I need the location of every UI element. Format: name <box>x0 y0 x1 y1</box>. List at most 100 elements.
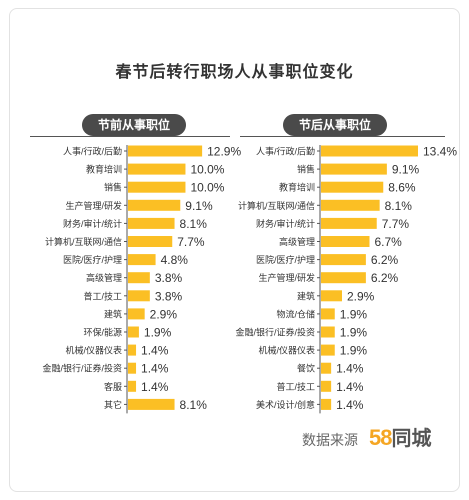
right-category-label: 教育培训 <box>279 182 315 193</box>
left-category-label: 计算机/互联网/通信 <box>45 236 122 247</box>
left-bar <box>128 163 186 175</box>
logo-text: 同城 <box>391 428 432 450</box>
left-bar <box>128 290 150 302</box>
right-bar <box>321 181 384 193</box>
right-value-label: 6.2% <box>371 271 399 285</box>
infographic-card <box>9 8 460 492</box>
right-category-label: 销售 <box>297 164 315 175</box>
right-value-label: 2.9% <box>347 289 375 303</box>
right-value-label: 1.4% <box>336 398 364 412</box>
right-category-label: 普工/技工 <box>276 381 315 392</box>
right-bar <box>321 380 332 392</box>
right-value-label: 1.4% <box>336 380 364 394</box>
right-value-label: 13.4% <box>423 145 457 159</box>
left-title-rule <box>30 136 230 137</box>
left-category-label: 财务/审计/统计 <box>63 218 122 229</box>
right-value-label: 8.1% <box>385 199 413 213</box>
left-bar <box>128 308 145 320</box>
right-bar <box>321 308 335 320</box>
left-bar <box>128 145 203 157</box>
right-bar <box>321 290 342 302</box>
right-category-label: 机械/仪器仪表 <box>258 345 315 356</box>
left-value-label: 8.1% <box>180 398 208 412</box>
left-value-label: 1.9% <box>144 326 172 340</box>
right-value-label: 1.4% <box>336 362 364 376</box>
left-category-label: 客服 <box>104 381 122 392</box>
left-category-label: 建筑 <box>104 308 122 319</box>
left-category-label: 生产管理/研发 <box>65 200 122 211</box>
right-category-label: 计算机/互联网/通信 <box>238 200 315 211</box>
right-category-label: 美术/设计/创意 <box>256 399 315 410</box>
left-bar <box>128 326 139 338</box>
left-bar <box>128 344 137 356</box>
right-value-label: 8.6% <box>388 181 416 195</box>
right-bar <box>321 326 335 338</box>
right-category-label: 高级管理 <box>279 236 315 247</box>
left-bar <box>128 362 137 374</box>
logo-number: 58 <box>369 425 393 450</box>
left-value-label: 1.4% <box>141 380 169 394</box>
right-bar <box>321 362 332 374</box>
right-value-label: 6.7% <box>375 235 403 249</box>
right-category-label: 物流/仓储 <box>276 308 315 319</box>
right-bar <box>321 217 377 229</box>
left-value-label: 3.8% <box>155 271 183 285</box>
right-value-label: 6.2% <box>371 253 399 267</box>
left-bar <box>128 272 150 284</box>
right-bar <box>321 145 418 157</box>
left-category-label: 教育培训 <box>86 164 122 175</box>
left-value-label: 2.9% <box>150 307 178 321</box>
left-bar <box>128 199 181 211</box>
left-value-label: 12.9% <box>207 145 241 159</box>
page-title: 春节后转行职场人从事职位变化 <box>115 64 354 81</box>
right-bar <box>321 236 370 247</box>
left-value-label: 7.7% <box>177 235 205 249</box>
right-category-label: 财务/审计/统计 <box>256 218 315 229</box>
right-value-label: 7.7% <box>382 217 410 231</box>
left-value-label: 8.1% <box>180 217 208 231</box>
right-bar <box>321 272 366 284</box>
left-category-label: 高级管理 <box>86 272 122 283</box>
left-category-label: 销售 <box>104 182 122 193</box>
left-category-label: 其它 <box>104 399 122 410</box>
right-bar <box>321 344 335 356</box>
left-value-label: 9.1% <box>185 199 213 213</box>
right-value-label: 9.1% <box>392 163 420 177</box>
right-bar <box>321 199 380 211</box>
right-value-label: 1.9% <box>340 326 368 340</box>
source-label: 数据来源 <box>302 432 358 448</box>
left-bar <box>128 236 173 247</box>
right-bar <box>321 398 332 410</box>
left-category-label: 环保/能源 <box>83 327 122 338</box>
left-bar <box>128 254 156 266</box>
right-category-label: 金融/银行/证券/投资 <box>235 327 315 338</box>
right-value-label: 1.9% <box>340 344 368 358</box>
right-category-label: 医院/医疗/护理 <box>256 254 315 265</box>
right-bar <box>321 254 366 266</box>
left-category-label: 普工/技工 <box>83 290 122 301</box>
right-category-label: 生产管理/研发 <box>258 272 315 283</box>
left-value-label: 3.8% <box>155 289 183 303</box>
left-bar <box>128 398 175 410</box>
left-category-label: 机械/仪器仪表 <box>65 345 122 356</box>
logo-58-tongcheng: 58同城 <box>369 425 432 451</box>
left-value-label: 4.8% <box>161 253 189 267</box>
right-panel-title: 节后从事职位 <box>283 114 387 136</box>
right-bar <box>321 163 387 175</box>
left-bar <box>128 181 186 193</box>
right-title-rule <box>240 136 445 137</box>
left-panel-title: 节前从事职位 <box>82 114 186 136</box>
left-category-label: 金融/银行/证券/投资 <box>42 363 122 374</box>
right-value-label: 1.9% <box>340 307 368 321</box>
right-category-label: 餐饮 <box>297 363 315 374</box>
left-bar <box>128 380 137 392</box>
left-value-label: 10.0% <box>190 163 224 177</box>
left-value-label: 1.4% <box>141 362 169 376</box>
left-bar <box>128 217 175 229</box>
left-value-label: 10.0% <box>190 181 224 195</box>
left-category-label: 医院/医疗/护理 <box>63 254 122 265</box>
right-category-label: 人事/行政/后勤 <box>256 146 315 157</box>
left-value-label: 1.4% <box>141 344 169 358</box>
right-category-label: 建筑 <box>297 290 315 301</box>
